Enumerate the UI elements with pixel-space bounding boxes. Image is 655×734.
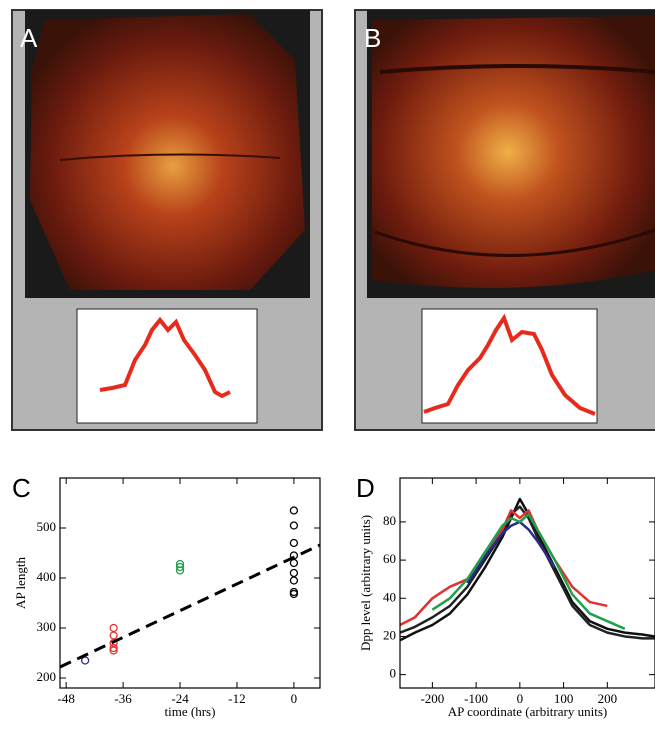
data-point: [289, 538, 299, 548]
y-tick-label: 80: [383, 513, 396, 528]
panel-label: B: [364, 23, 381, 53]
fold: [59, 153, 281, 161]
data-line: [399, 505, 655, 640]
y-tick-label: 60: [383, 551, 396, 566]
x-tick-label: -24: [171, 691, 189, 706]
data-point: [289, 521, 299, 530]
data-line: [431, 513, 626, 630]
data-point: [80, 656, 90, 665]
data-point: [109, 646, 118, 655]
data-point: [289, 589, 299, 599]
x-tick-label: 0: [517, 691, 524, 706]
data-line: [59, 543, 321, 669]
data-line: [466, 520, 556, 584]
data-line: [399, 509, 608, 627]
tissue: [372, 16, 655, 288]
profile-curve: [423, 313, 596, 416]
panel-label: A: [20, 23, 38, 53]
data-point: [109, 643, 118, 653]
x-tick-label: -12: [228, 691, 245, 706]
data-point: [175, 562, 185, 572]
tissue: [30, 14, 305, 290]
y-axis-label: AP length: [13, 557, 28, 609]
data-line: [399, 497, 655, 642]
y-tick-label: 20: [383, 627, 396, 642]
data-point: [175, 566, 185, 575]
x-tick-label: -48: [57, 691, 74, 706]
y-tick-label: 400: [37, 569, 57, 584]
data-point: [109, 623, 118, 633]
panel-label: D: [356, 473, 375, 503]
data-point: [289, 558, 299, 568]
data-point: [289, 576, 299, 585]
y-tick-label: 40: [383, 589, 396, 604]
fold: [379, 64, 655, 74]
x-tick-label: -200: [420, 691, 444, 706]
plot-frame: [59, 477, 321, 689]
y-tick-label: 300: [37, 619, 57, 634]
x-tick-label: -36: [114, 691, 132, 706]
plot-frame: [399, 477, 655, 689]
x-axis-label: AP coordinate (arbitrary units): [448, 704, 607, 719]
data-point: [109, 631, 118, 640]
x-tick-label: -100: [464, 691, 488, 706]
x-axis-label: time (hrs): [165, 704, 216, 719]
profile-curve: [99, 316, 231, 399]
y-tick-label: 200: [37, 669, 57, 684]
y-tick-label: 0: [390, 666, 397, 681]
y-tick-label: 500: [37, 519, 57, 534]
data-point: [289, 568, 299, 578]
x-tick-label: 0: [291, 691, 298, 706]
x-tick-label: 200: [598, 691, 618, 706]
fold: [374, 228, 655, 257]
panel-label: C: [12, 473, 31, 503]
x-tick-label: 100: [554, 691, 574, 706]
y-axis-label: Dpp level (arbitrary units): [358, 515, 373, 651]
data-point: [289, 506, 299, 515]
